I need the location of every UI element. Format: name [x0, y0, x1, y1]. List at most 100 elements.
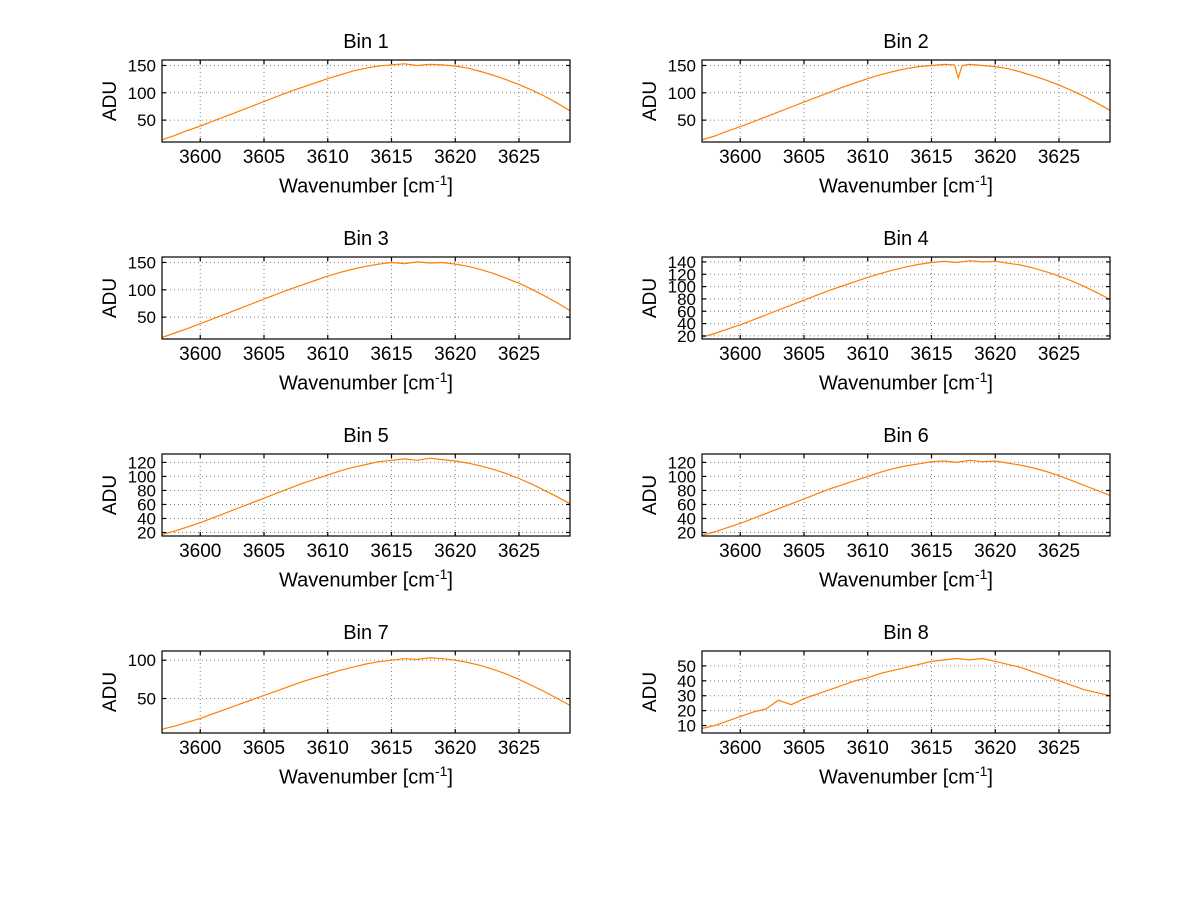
svg-text:80: 80	[677, 481, 696, 500]
svg-text:3620: 3620	[974, 541, 1016, 562]
subplot-bin-4: Bin 4 3600 3605 3610 3615 3620 3625 20 40 60 80 10…	[610, 227, 1150, 424]
svg-text:3605: 3605	[783, 738, 825, 759]
svg-text:3600: 3600	[719, 738, 761, 759]
svg-text:3620: 3620	[974, 147, 1016, 168]
plot-bin-7: 3600 3605 3610 3615 3620 3625 50 100 ADU	[100, 650, 571, 759]
subplot-bin-8: Bin 8 3600 3605 3610 3615 3620 3625 10 20 30 40 50…	[610, 621, 1150, 818]
svg-text:3605: 3605	[783, 541, 825, 562]
svg-text:100: 100	[128, 467, 156, 486]
svg-text:60: 60	[677, 495, 696, 514]
svg-text:3610: 3610	[847, 541, 889, 562]
subplot-title: Bin 8	[883, 622, 929, 644]
svg-text:3625: 3625	[1038, 344, 1080, 365]
svg-text:3615: 3615	[370, 344, 412, 365]
svg-text:3610: 3610	[847, 344, 889, 365]
svg-text:ADU: ADU	[100, 475, 121, 515]
svg-text:3605: 3605	[243, 147, 285, 168]
plot-bin-1: 3600 3605 3610 3615 3620 3625 50 100 150 ADU	[100, 56, 571, 168]
svg-text:20: 20	[137, 523, 156, 542]
svg-text:3615: 3615	[910, 147, 952, 168]
svg-text:3615: 3615	[370, 738, 412, 759]
svg-text:80: 80	[677, 290, 696, 309]
svg-text:3625: 3625	[498, 147, 540, 168]
svg-text:3625: 3625	[498, 344, 540, 365]
subplot-title: Bin 1	[343, 31, 389, 53]
subplot-title: Bin 7	[343, 622, 389, 644]
svg-text:3600: 3600	[719, 541, 761, 562]
svg-text:3610: 3610	[307, 738, 349, 759]
x-axis-label: Wavenumber [cm-1]	[279, 566, 453, 592]
svg-text:40: 40	[677, 672, 696, 691]
svg-text:150: 150	[668, 56, 696, 75]
subplot-bin-1: Bin 1 3600 3605 3610 3615 3620 3625 50 100 150 AD…	[70, 30, 610, 227]
subplot-bin-3: Bin 3 3600 3605 3610 3615 3620 3625 50 100 150 AD…	[70, 227, 610, 424]
svg-text:3625: 3625	[498, 541, 540, 562]
svg-text:60: 60	[677, 302, 696, 321]
svg-text:3620: 3620	[434, 344, 476, 365]
svg-text:3615: 3615	[910, 344, 952, 365]
svg-text:40: 40	[677, 509, 696, 528]
svg-text:3625: 3625	[498, 738, 540, 759]
x-axis-label: Wavenumber [cm-1]	[819, 763, 993, 789]
subplot-title: Bin 6	[883, 425, 929, 447]
svg-text:10: 10	[677, 717, 696, 736]
svg-text:100: 100	[668, 467, 696, 486]
svg-text:40: 40	[677, 315, 696, 334]
subplot-bin-5: Bin 5 3600 3605 3610 3615 3620 3625 20 40 60 80 10…	[70, 424, 610, 621]
svg-text:3615: 3615	[370, 147, 412, 168]
x-axis-label: Wavenumber [cm-1]	[819, 566, 993, 592]
x-axis-label: Wavenumber [cm-1]	[279, 369, 453, 395]
svg-text:80: 80	[137, 481, 156, 500]
svg-text:3625: 3625	[1038, 738, 1080, 759]
svg-text:100: 100	[128, 84, 156, 103]
subplot-bin-6: Bin 6 3600 3605 3610 3615 3620 3625 20 40 60 80 10…	[610, 424, 1150, 621]
subplot-title: Bin 2	[883, 31, 929, 53]
svg-text:ADU: ADU	[640, 278, 661, 318]
svg-text:3600: 3600	[719, 344, 761, 365]
svg-text:150: 150	[128, 253, 156, 272]
subplot-title: Bin 3	[343, 228, 389, 250]
svg-text:150: 150	[128, 56, 156, 75]
svg-text:3610: 3610	[847, 147, 889, 168]
x-axis-label: Wavenumber [cm-1]	[819, 172, 993, 198]
svg-text:ADU: ADU	[100, 278, 121, 318]
subplot-bin-7: Bin 7 3600 3605 3610 3615 3620 3625 50 100 ADU W…	[70, 621, 610, 818]
svg-text:3620: 3620	[974, 344, 1016, 365]
svg-text:40: 40	[137, 509, 156, 528]
svg-text:3610: 3610	[847, 738, 889, 759]
svg-text:3600: 3600	[179, 541, 221, 562]
svg-text:20: 20	[677, 523, 696, 542]
svg-text:ADU: ADU	[640, 81, 661, 121]
plot-bin-4: 3600 3605 3610 3615 3620 3625 2040608010012014…	[640, 253, 1111, 365]
svg-text:3620: 3620	[974, 738, 1016, 759]
svg-text:60: 60	[137, 495, 156, 514]
svg-text:100: 100	[128, 281, 156, 300]
svg-text:50: 50	[677, 111, 696, 130]
plot-bin-2: 3600 3605 3610 3615 3620 3625 50 100 150 ADU	[640, 56, 1111, 168]
subplot-title: Bin 4	[883, 228, 929, 250]
svg-text:3600: 3600	[179, 738, 221, 759]
svg-text:ADU: ADU	[640, 475, 661, 515]
subplot-bin-2: Bin 2 3600 3605 3610 3615 3620 3625 50 100 150 AD…	[610, 30, 1150, 227]
svg-text:120: 120	[668, 453, 696, 472]
svg-text:3620: 3620	[434, 738, 476, 759]
svg-text:3605: 3605	[783, 147, 825, 168]
svg-text:100: 100	[128, 651, 156, 670]
svg-text:20: 20	[677, 327, 696, 346]
svg-text:3600: 3600	[719, 147, 761, 168]
svg-text:100: 100	[668, 278, 696, 297]
svg-text:3625: 3625	[1038, 541, 1080, 562]
svg-text:3605: 3605	[243, 738, 285, 759]
svg-text:3610: 3610	[307, 344, 349, 365]
svg-text:50: 50	[137, 690, 156, 709]
svg-text:3605: 3605	[783, 344, 825, 365]
svg-text:140: 140	[668, 253, 696, 272]
svg-text:3610: 3610	[307, 147, 349, 168]
subplot-title: Bin 5	[343, 425, 389, 447]
svg-text:100: 100	[668, 84, 696, 103]
svg-text:120: 120	[128, 453, 156, 472]
svg-text:3615: 3615	[910, 738, 952, 759]
